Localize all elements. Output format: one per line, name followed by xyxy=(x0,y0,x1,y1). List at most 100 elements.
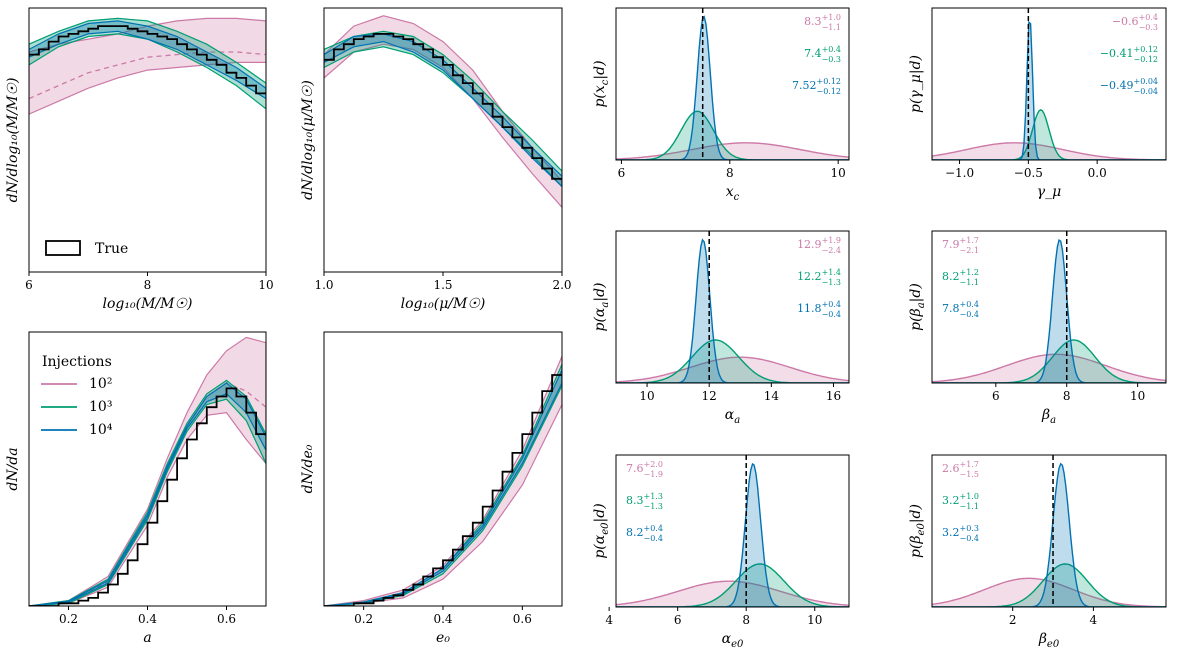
annotation-c100: 2.6+1.7 xyxy=(942,460,979,475)
annotation-minus: −0.04 xyxy=(1133,87,1158,96)
annotation-plus: +1.4 xyxy=(822,268,841,277)
annotation-value: 8.3 xyxy=(804,15,822,28)
annotation-value: −0.41 xyxy=(1100,47,1134,60)
x-tick: 8 xyxy=(144,272,151,292)
annotation-c1000: 8.3+1.3 xyxy=(626,492,663,507)
x-tick: 16 xyxy=(826,383,841,403)
posterior-c1000 xyxy=(616,110,849,160)
annotation-c10000: −0.49+0.04 xyxy=(1100,77,1158,92)
legend-entry-label: 10⁴ xyxy=(89,422,113,438)
annotation-minus: −0.12 xyxy=(1133,55,1158,64)
x-axis-label: e₀ xyxy=(436,630,450,646)
annotation-c100: 8.3+1.0 xyxy=(804,13,841,28)
x-tick: 10 xyxy=(258,272,274,292)
x-tick: 0.6 xyxy=(513,606,532,626)
truth-histogram xyxy=(29,25,266,95)
truth-histogram xyxy=(324,374,562,606)
x-tick: 6 xyxy=(25,272,33,292)
axes-frame xyxy=(615,230,850,384)
panel-spin: 0.2 0.4 0.6 a dN/da Injections 10² 10³ 10⁴ xyxy=(5,331,267,646)
x-tick-label: 0.2 xyxy=(354,612,373,626)
panel-ecc: 0.2 0.4 0.6 e₀ dN/de₀ xyxy=(300,331,563,646)
band-c10000 xyxy=(29,382,266,606)
x-axis-label: βe0 xyxy=(1038,631,1060,650)
x-tick-label: 6 xyxy=(25,278,33,292)
true-legend-label: True xyxy=(95,241,128,257)
annotation-minus: −2.1 xyxy=(960,246,979,255)
x-tick: 10 xyxy=(807,607,822,627)
legend-title: Injections xyxy=(42,354,112,370)
annotation-plus: +1.0 xyxy=(822,13,841,22)
x-tick: 10 xyxy=(831,160,846,180)
x-tick-label: 0.6 xyxy=(513,612,532,626)
x-tick-label: 4 xyxy=(605,613,613,627)
annotation-c10000: 7.52+0.12 xyxy=(792,77,841,92)
annotation-value: 7.8 xyxy=(942,302,960,315)
axes-frame xyxy=(931,454,1167,608)
x-axis-label: log₁₀(μ/M☉) xyxy=(401,296,486,312)
x-tick: 1.5 xyxy=(433,272,453,292)
x-tick-label: 2 xyxy=(1009,613,1017,627)
posterior-c10000 xyxy=(616,462,849,607)
x-tick: 4 xyxy=(1090,607,1098,627)
annotation-plus: +0.4 xyxy=(960,300,979,309)
annotation-c100: −0.6+0.4 xyxy=(1112,13,1158,28)
truth-histogram xyxy=(29,387,266,606)
x-tick-label: 0.4 xyxy=(138,612,157,626)
x-tick: 6 xyxy=(992,383,1000,403)
y-axis-label: p(αe0|d) xyxy=(592,503,611,558)
annotation-value: 8.3 xyxy=(626,494,644,507)
annotation-minus: −2.4 xyxy=(822,246,841,255)
y-axis-label: p(βe0|d) xyxy=(908,504,927,558)
annotation-c1000: 7.4+0.4 xyxy=(804,45,841,60)
x-tick-label: 6 xyxy=(674,613,682,627)
x-tick: 14 xyxy=(764,383,780,403)
x-tick-label: 12 xyxy=(702,389,717,403)
x-tick-label: 10 xyxy=(639,389,654,403)
annotation-plus: +0.3 xyxy=(960,524,979,533)
annotation-value: 7.6 xyxy=(626,462,644,475)
panel-ae0: 4 6 8 10αe0p(αe0|d)7.6+2.0−1.98.3+1.3−1.38.… xyxy=(592,454,850,650)
x-tick-label: 6 xyxy=(992,389,1000,403)
x-tick-label: 1.5 xyxy=(433,278,452,292)
x-tick-label: 0.0 xyxy=(1088,166,1107,180)
annotation-value: 12.2 xyxy=(797,270,822,283)
x-tick-label: 10 xyxy=(831,166,846,180)
x-tick-label: 14 xyxy=(764,389,780,403)
annotation-c1000: 12.2+1.4 xyxy=(797,268,841,283)
injections-legend: Injections 10² 10³ 10⁴ xyxy=(41,354,113,438)
x-tick: 2.0 xyxy=(552,272,572,292)
annotation-c100: 12.9+1.9 xyxy=(797,236,841,251)
posterior-c100 xyxy=(616,580,849,607)
annotation-plus: +0.12 xyxy=(1133,45,1158,54)
x-tick: −1.0 xyxy=(945,160,974,180)
x-tick-label: 10 xyxy=(807,613,822,627)
x-tick: 8 xyxy=(726,160,734,180)
posterior-c1000 xyxy=(932,563,1166,607)
posterior-c1000 xyxy=(616,339,849,383)
x-tick-label: 0.2 xyxy=(59,612,78,626)
annotation-minus: −0.3 xyxy=(822,55,841,64)
annotation-minus: −0.4 xyxy=(960,534,979,543)
annotation-c1000: 3.2+1.0 xyxy=(942,492,979,507)
x-tick: 0.0 xyxy=(1088,160,1107,180)
posterior-c100 xyxy=(932,353,1166,383)
x-tick: 0.4 xyxy=(138,606,157,626)
axes-frame xyxy=(615,454,850,608)
band-c10000 xyxy=(29,20,266,100)
annotation-value: 11.8 xyxy=(797,302,822,315)
annotation-value: 7.52 xyxy=(792,79,817,92)
x-tick: −0.5 xyxy=(1014,160,1043,180)
annotation-value: 3.2 xyxy=(942,526,960,539)
x-tick-label: 2.0 xyxy=(552,278,571,292)
annotation-plus: +0.4 xyxy=(644,524,663,533)
annotation-minus: −1.5 xyxy=(960,470,979,479)
annotation-plus: +1.7 xyxy=(960,236,979,245)
x-tick: 10 xyxy=(1130,383,1145,403)
annotation-value: 8.2 xyxy=(942,270,960,283)
annotation-c10000: 7.8+0.4 xyxy=(942,300,979,315)
annotation-value: 7.4 xyxy=(804,47,822,60)
annotation-c100: 7.6+2.0 xyxy=(626,460,663,475)
legend-entry-label: 10³ xyxy=(89,399,112,415)
